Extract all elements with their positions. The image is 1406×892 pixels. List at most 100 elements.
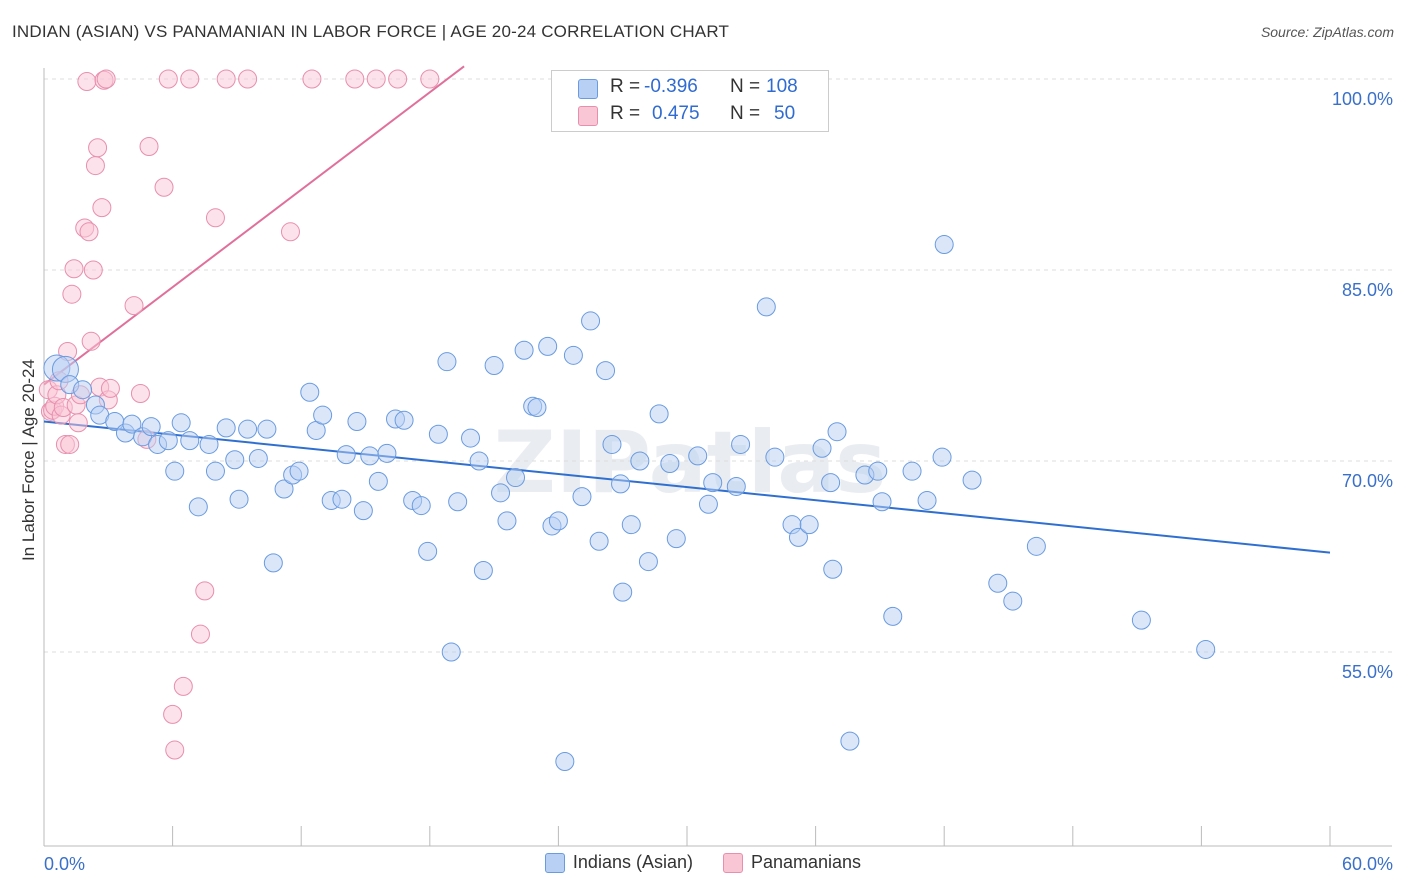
panamanian-point [205,208,225,228]
legend-swatch-pink [722,852,743,873]
indian-point [589,531,609,551]
indian-point [572,487,592,507]
panamanian-point [92,198,112,218]
indian-point [229,489,249,509]
indian-point [506,468,526,488]
watermark: ZIPatlas [494,413,887,513]
indian-point [248,448,268,468]
indian-point [158,431,178,451]
panamanian-point [139,136,159,156]
indian-point [799,515,819,535]
indian-point [917,490,937,510]
indian-point [289,461,309,481]
pink-n-value: 50 [774,103,796,124]
axes [43,68,1392,847]
y-axis-label: In Labor Force | Age 20-24 [19,359,38,561]
indian-trend-line [43,420,1331,554]
indian-point [225,450,245,470]
indian-point [205,461,225,481]
indian-point [441,642,461,662]
indian-point [377,443,397,463]
indian-point [418,541,438,561]
indian-point [188,497,208,517]
y-tick-label: 100.0% [1332,89,1393,109]
panamanian-point [180,69,200,89]
indian-point [437,352,457,372]
pink-swatch [578,106,598,126]
indian-point [484,356,504,375]
indian-point [660,454,680,474]
y-tick-label: 85.0% [1342,280,1393,300]
tick-labels: 55.0% 70.0% 85.0% 100.0% 0.0% 60.0% [44,89,1393,874]
indian-point [497,511,517,531]
indian-point [1003,591,1023,611]
indian-point [514,340,534,360]
indian-point [726,476,746,496]
indian-point [469,451,489,471]
panamanian-point [83,260,103,280]
indian-point [263,553,283,573]
legend-swatch-blue [544,852,565,873]
panamanian-trend-line [43,65,465,386]
panamanian-point [124,296,144,316]
blue-n-value: 108 [766,76,798,97]
panamanian-point [280,222,300,242]
indian-point [688,446,708,466]
indian-point [731,434,751,454]
indian-point [756,297,776,317]
indian-point [548,511,568,531]
panamanian-point [79,222,99,242]
indian-point [353,501,373,521]
indian-point [491,483,511,503]
legend-item-panamanians[interactable]: Panamanians [722,852,862,873]
indian-point [630,451,650,471]
indian-point [238,419,258,439]
x-tick-label-max: 60.0% [1342,854,1393,874]
indian-point [368,471,388,491]
panamanian-point [100,378,120,398]
indian-point [141,417,161,437]
legend-label-panamanians: Panamanians [750,852,862,872]
indian-point [428,424,448,444]
panamanian-point [81,331,101,351]
panamanian-point [216,69,236,89]
indian-point [932,447,952,467]
panamanian-points [38,69,440,760]
indian-point [596,361,616,381]
indian-point [257,419,277,439]
indian-point [473,561,493,581]
indian-point [336,445,356,465]
stats-row-blue: R = -0.396 N = 108 [552,74,828,102]
indian-point [638,552,658,572]
panamanian-point [238,69,258,89]
indian-point [313,405,333,425]
indian-point [666,529,686,549]
indian-point [962,470,982,490]
indian-point [73,380,93,400]
panamanian-point [68,413,88,433]
indian-point [703,473,723,493]
panamanian-point [77,72,97,92]
indian-point [698,494,718,514]
r-label: R = [610,76,641,97]
indian-point [827,422,847,442]
source-credit: Source: ZipAtlas.com [1260,24,1394,40]
r-label: R = [610,103,641,124]
n-label: N = [730,103,761,124]
legend-item-indians[interactable]: Indians (Asian) [544,852,693,873]
panamanian-point [388,69,408,89]
trend-lines [43,65,1331,554]
indian-point [649,404,669,424]
indian-point [555,752,575,772]
indian-point [180,431,200,451]
panamanian-point [366,69,386,89]
indian-point [812,438,832,458]
panamanian-point [96,69,116,89]
indian-point [394,410,414,430]
panamanian-point [345,69,365,89]
indian-point [216,418,236,438]
indian-point [821,473,841,493]
indian-point [411,496,431,516]
panamanian-point [195,581,215,601]
indian-point [171,413,191,433]
